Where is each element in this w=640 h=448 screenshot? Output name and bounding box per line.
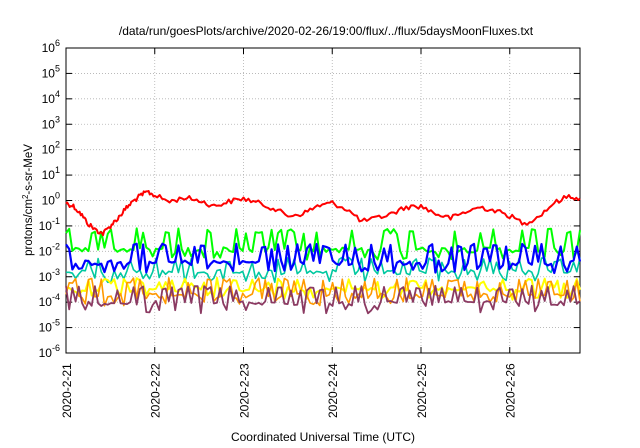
plot-frame [65, 47, 581, 354]
chart-title: /data/run/goesPlots/archive/2020-02-26/1… [119, 24, 534, 38]
y-tick-label: 100 [42, 191, 60, 208]
y-tick-label: 10-2 [39, 241, 60, 258]
x-tick-label: 2020-2-26 [504, 363, 518, 418]
x-axis-label: Coordinated Universal Time (UTC) [231, 430, 415, 444]
y-axis-label-post: -s-sr-MeV [23, 144, 35, 195]
y-axis: 10-6 10-5 10-4 10-3 10-2 10-1 100 101 102 103 104 1… [39, 38, 580, 360]
y-tick-label: 10-1 [39, 216, 60, 233]
series-line [65, 190, 581, 237]
y-axis-label: protons/cm2-s-sr-MeV [21, 144, 36, 256]
y-axis-label-pre: protons/cm [23, 199, 35, 256]
x-tick-label: 2020-2-25 [415, 363, 429, 418]
x-tick-label: 2020-2-23 [237, 363, 251, 418]
x-axis: 2020-2-21 2020-2-22 2020-2-23 2020-2-24 2020… [60, 48, 518, 418]
y-tick-label: 10-4 [39, 292, 60, 309]
series-group [65, 190, 582, 315]
y-tick-label: 101 [42, 165, 60, 182]
y-tick-label: 105 [42, 63, 60, 80]
grid-lines [66, 48, 580, 353]
x-tick-label: 2020-2-22 [149, 363, 163, 418]
y-tick-label: 10-5 [39, 318, 60, 335]
series-line [65, 284, 581, 315]
series-line [65, 242, 582, 275]
y-tick-label: 10-3 [39, 267, 60, 284]
x-tick-label: 2020-2-21 [60, 363, 74, 418]
y-tick-label: 106 [42, 38, 60, 55]
series-line [66, 256, 581, 284]
y-tick-label: 102 [42, 140, 60, 157]
y-tick-label: 103 [42, 114, 60, 131]
y-axis-label-sup: 2 [21, 194, 30, 199]
x-tick-label: 2020-2-24 [326, 363, 340, 418]
y-tick-label: 104 [42, 89, 60, 106]
y-tick-label: 10-6 [39, 343, 60, 360]
